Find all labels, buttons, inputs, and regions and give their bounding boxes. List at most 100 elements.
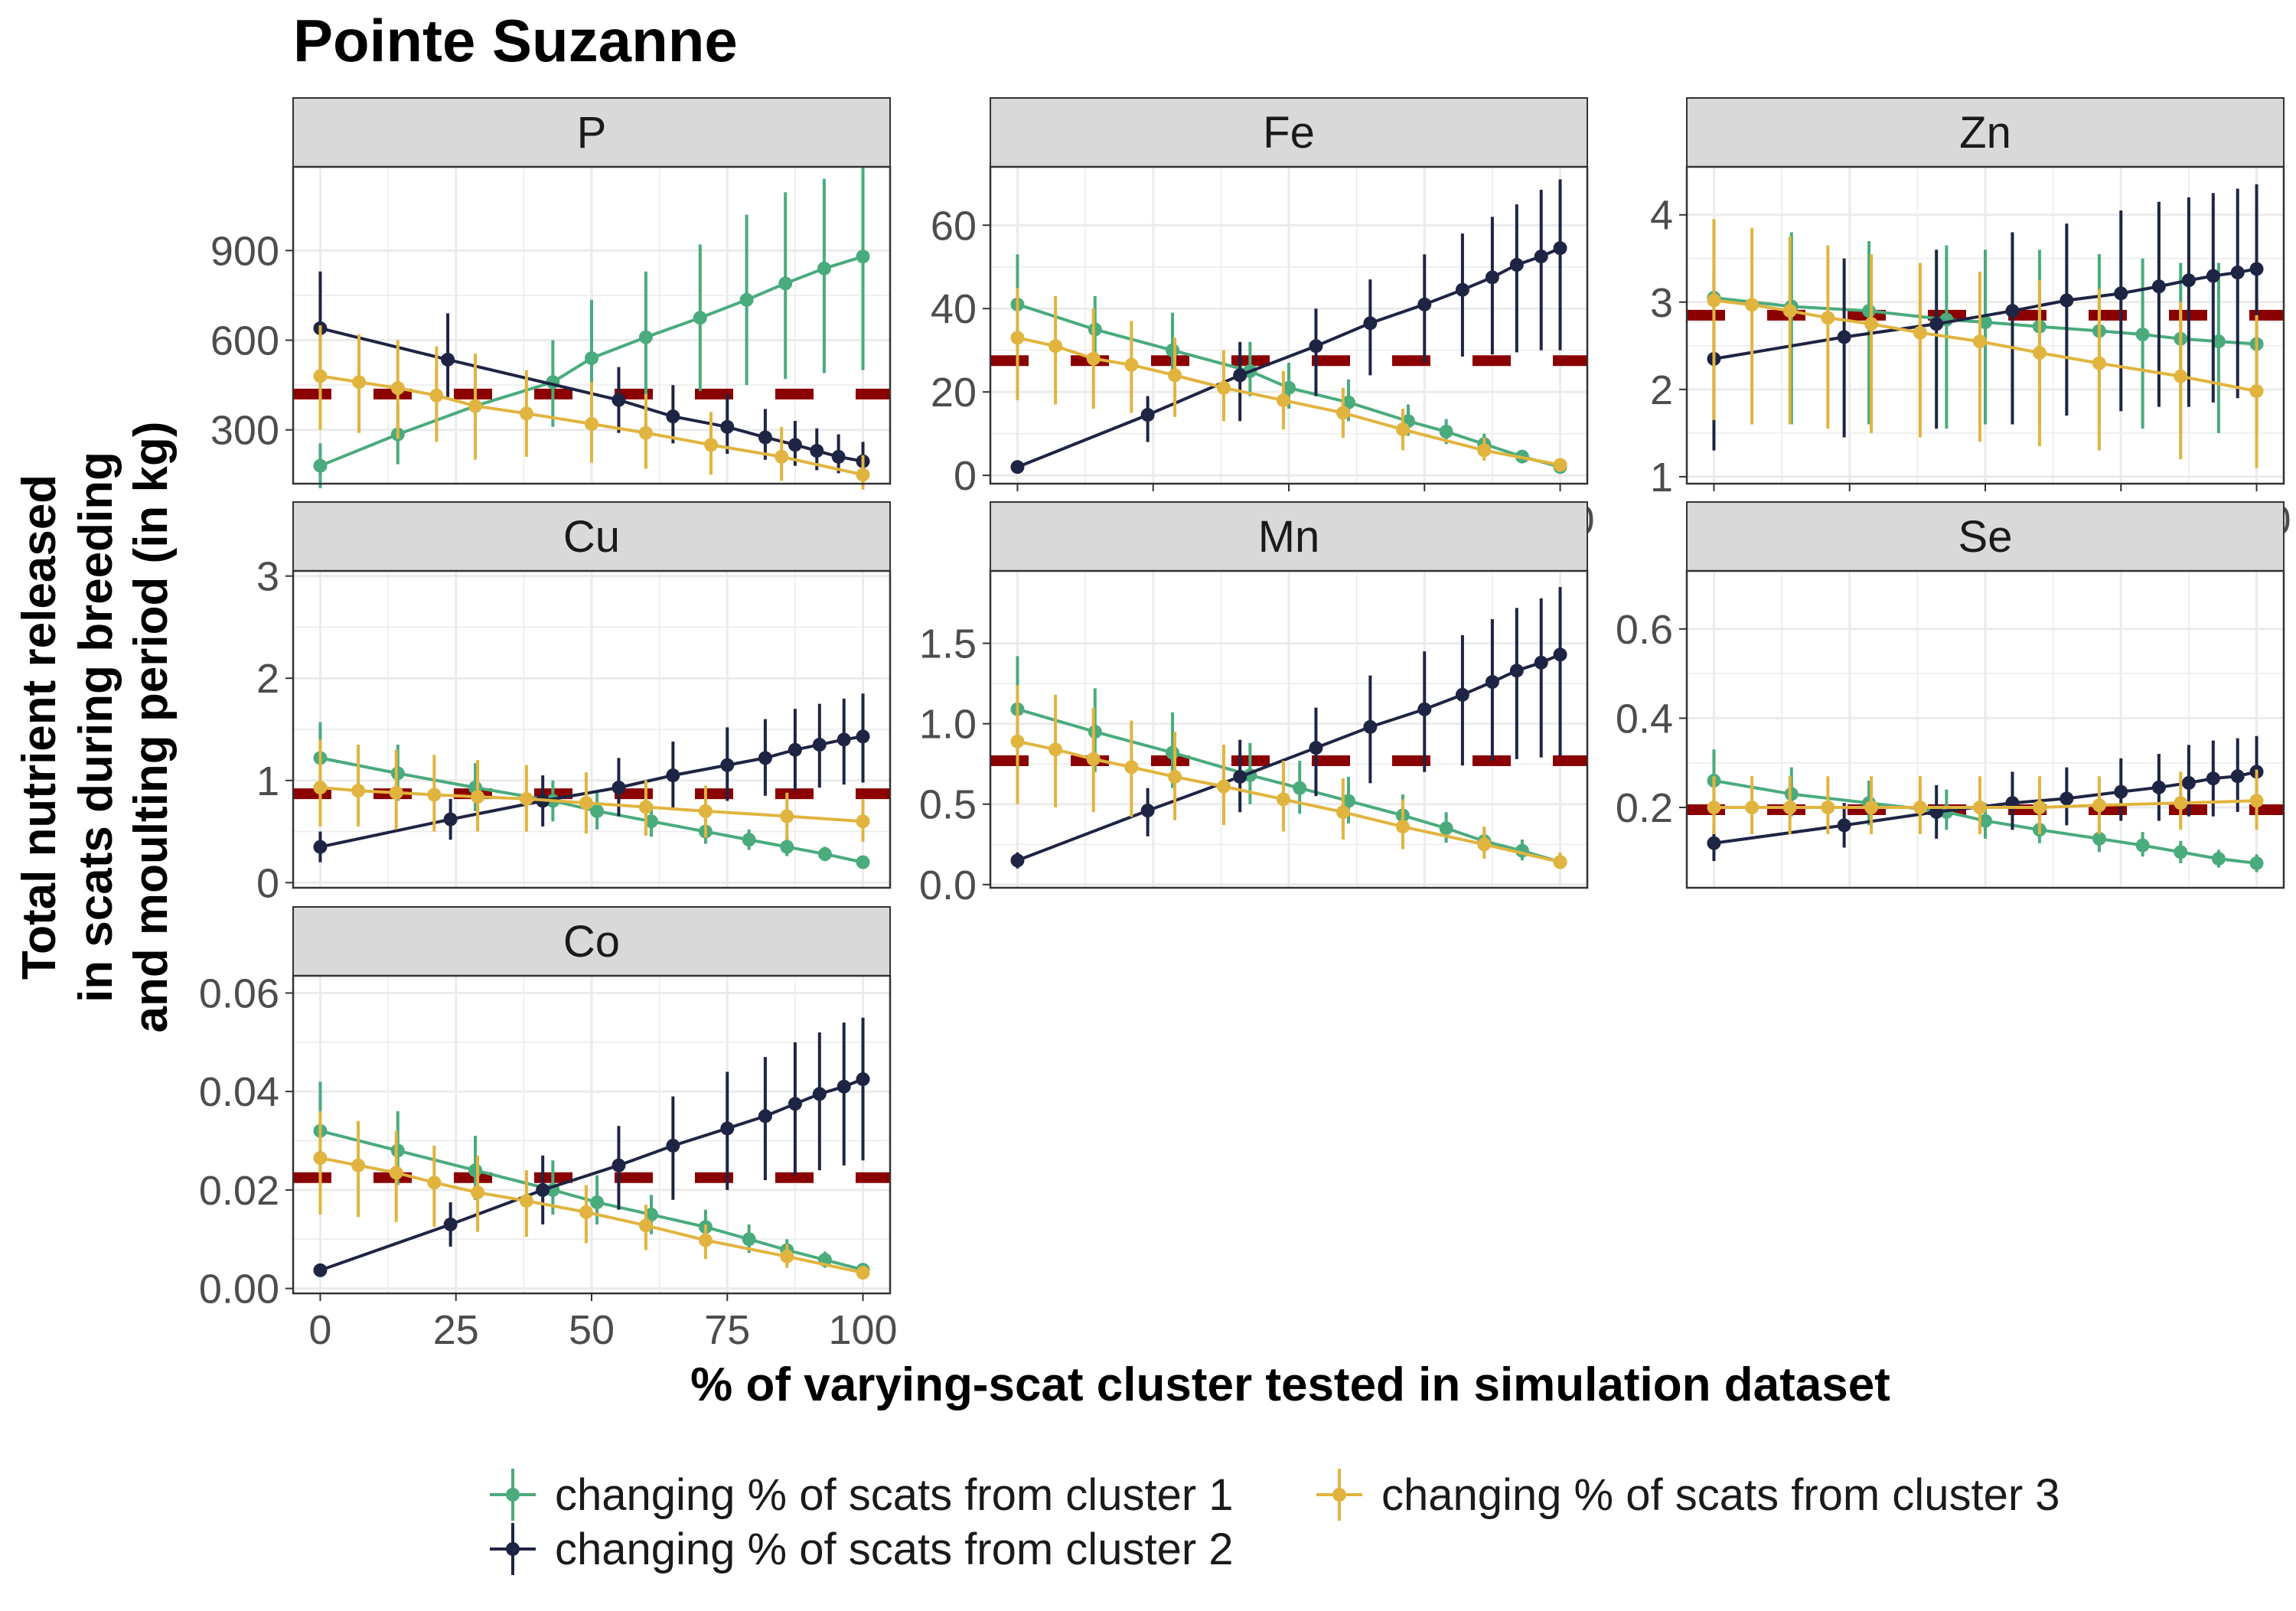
- data-point: [1216, 779, 1231, 794]
- data-point: [1417, 702, 1432, 716]
- strip-label-mn: Mn: [1258, 512, 1320, 562]
- panel-border: [292, 165, 892, 485]
- data-point: [1534, 249, 1548, 264]
- data-point: [1233, 769, 1247, 784]
- data-point: [856, 1072, 870, 1087]
- y-tick-label: 3: [1650, 280, 1673, 326]
- data-point: [612, 393, 626, 407]
- data-point: [427, 1176, 442, 1190]
- data-point: [2060, 791, 2074, 806]
- data-point: [1782, 801, 1797, 815]
- data-point: [1534, 655, 1548, 670]
- y-tick-label: 1.0: [919, 702, 977, 748]
- data-point: [443, 1217, 458, 1231]
- data-point: [1978, 814, 1992, 828]
- data-point: [2092, 356, 2106, 370]
- y-axis-title-line-1: Total nutrient released: [13, 474, 66, 980]
- x-tick-label: 100: [828, 1307, 897, 1353]
- data-point: [1342, 794, 1355, 808]
- y-tick-label: 0.5: [919, 782, 977, 828]
- x-tick-label: 75: [704, 1307, 750, 1353]
- data-point: [837, 1079, 851, 1094]
- data-point: [2032, 345, 2047, 360]
- data-point: [778, 276, 793, 291]
- panel-border: [1685, 569, 2285, 889]
- data-point: [579, 796, 593, 810]
- data-point: [856, 1265, 870, 1280]
- strip-zn: [1686, 97, 2285, 168]
- data-point: [590, 1195, 605, 1209]
- x-tick-label: 25: [433, 1307, 479, 1353]
- data-point: [1010, 331, 1025, 345]
- data-point: [1509, 664, 1524, 678]
- data-point: [2249, 794, 2264, 808]
- data-point: [2174, 796, 2188, 810]
- y-tick-label: 60: [931, 203, 977, 249]
- data-point: [1010, 460, 1025, 474]
- legend-label: changing % of scats from cluster 3: [1381, 1470, 2060, 1520]
- data-point: [1972, 801, 1987, 815]
- panel-border: [292, 974, 892, 1295]
- data-point: [389, 1166, 403, 1180]
- strip-fe: [990, 97, 1588, 168]
- data-point: [644, 1208, 658, 1222]
- y-tick-label: 0: [954, 453, 977, 499]
- panel-border: [989, 165, 1589, 485]
- data-point: [441, 352, 455, 367]
- series-c3: [1707, 219, 2264, 468]
- data-point: [1124, 357, 1139, 372]
- series-c2: [1010, 587, 1567, 869]
- y-tick-label: 1: [256, 758, 279, 804]
- data-point: [2092, 831, 2106, 846]
- strip-cu: [292, 501, 891, 572]
- data-point: [2032, 801, 2047, 815]
- x-tick-label: 50: [569, 1307, 615, 1353]
- data-point: [1477, 837, 1492, 852]
- data-point: [644, 814, 658, 829]
- data-point: [780, 809, 794, 823]
- strip-label-se: Se: [1958, 512, 2013, 562]
- data-point: [2174, 845, 2188, 859]
- y-tick-label: 4: [1650, 193, 1673, 239]
- data-point: [812, 738, 827, 752]
- data-point: [351, 1158, 366, 1172]
- data-point: [817, 846, 832, 861]
- data-point: [1553, 241, 1567, 256]
- data-point: [1978, 315, 1992, 330]
- data-point: [1293, 781, 1307, 795]
- data-point: [2135, 327, 2150, 341]
- data-point: [1972, 334, 1987, 349]
- data-point: [775, 449, 789, 464]
- panel-fe: Fe02040600255075100: [931, 97, 1595, 543]
- legend-key-point: [506, 1542, 520, 1556]
- y-tick-label: 0.00: [199, 1267, 279, 1313]
- data-point: [698, 804, 713, 818]
- data-point: [2230, 266, 2245, 279]
- y-tick-label: 0.2: [1616, 785, 1673, 831]
- data-point: [810, 444, 824, 458]
- data-point: [1821, 801, 1835, 815]
- data-point: [1837, 818, 1851, 833]
- legend-item-c3: changing % of scats from cluster 3: [1316, 1469, 2060, 1521]
- data-point: [698, 1233, 713, 1247]
- data-point: [1140, 408, 1155, 422]
- strip-p: [292, 97, 891, 168]
- data-point: [856, 814, 870, 829]
- data-point: [638, 800, 653, 814]
- data-point: [1509, 258, 1524, 272]
- y-tick-label: 1.5: [919, 621, 977, 667]
- data-point: [313, 1263, 328, 1277]
- data-point: [612, 781, 626, 795]
- data-point: [2181, 775, 2196, 790]
- data-point: [720, 419, 735, 434]
- data-point: [1707, 801, 1721, 815]
- data-point: [585, 416, 598, 431]
- panel-border: [989, 569, 1589, 889]
- legend: changing % of scats from cluster 1 changi…: [490, 1469, 2060, 1575]
- data-point: [1553, 647, 1567, 662]
- data-point: [856, 729, 870, 744]
- strip-label-co: Co: [563, 917, 620, 967]
- data-point: [1282, 380, 1296, 395]
